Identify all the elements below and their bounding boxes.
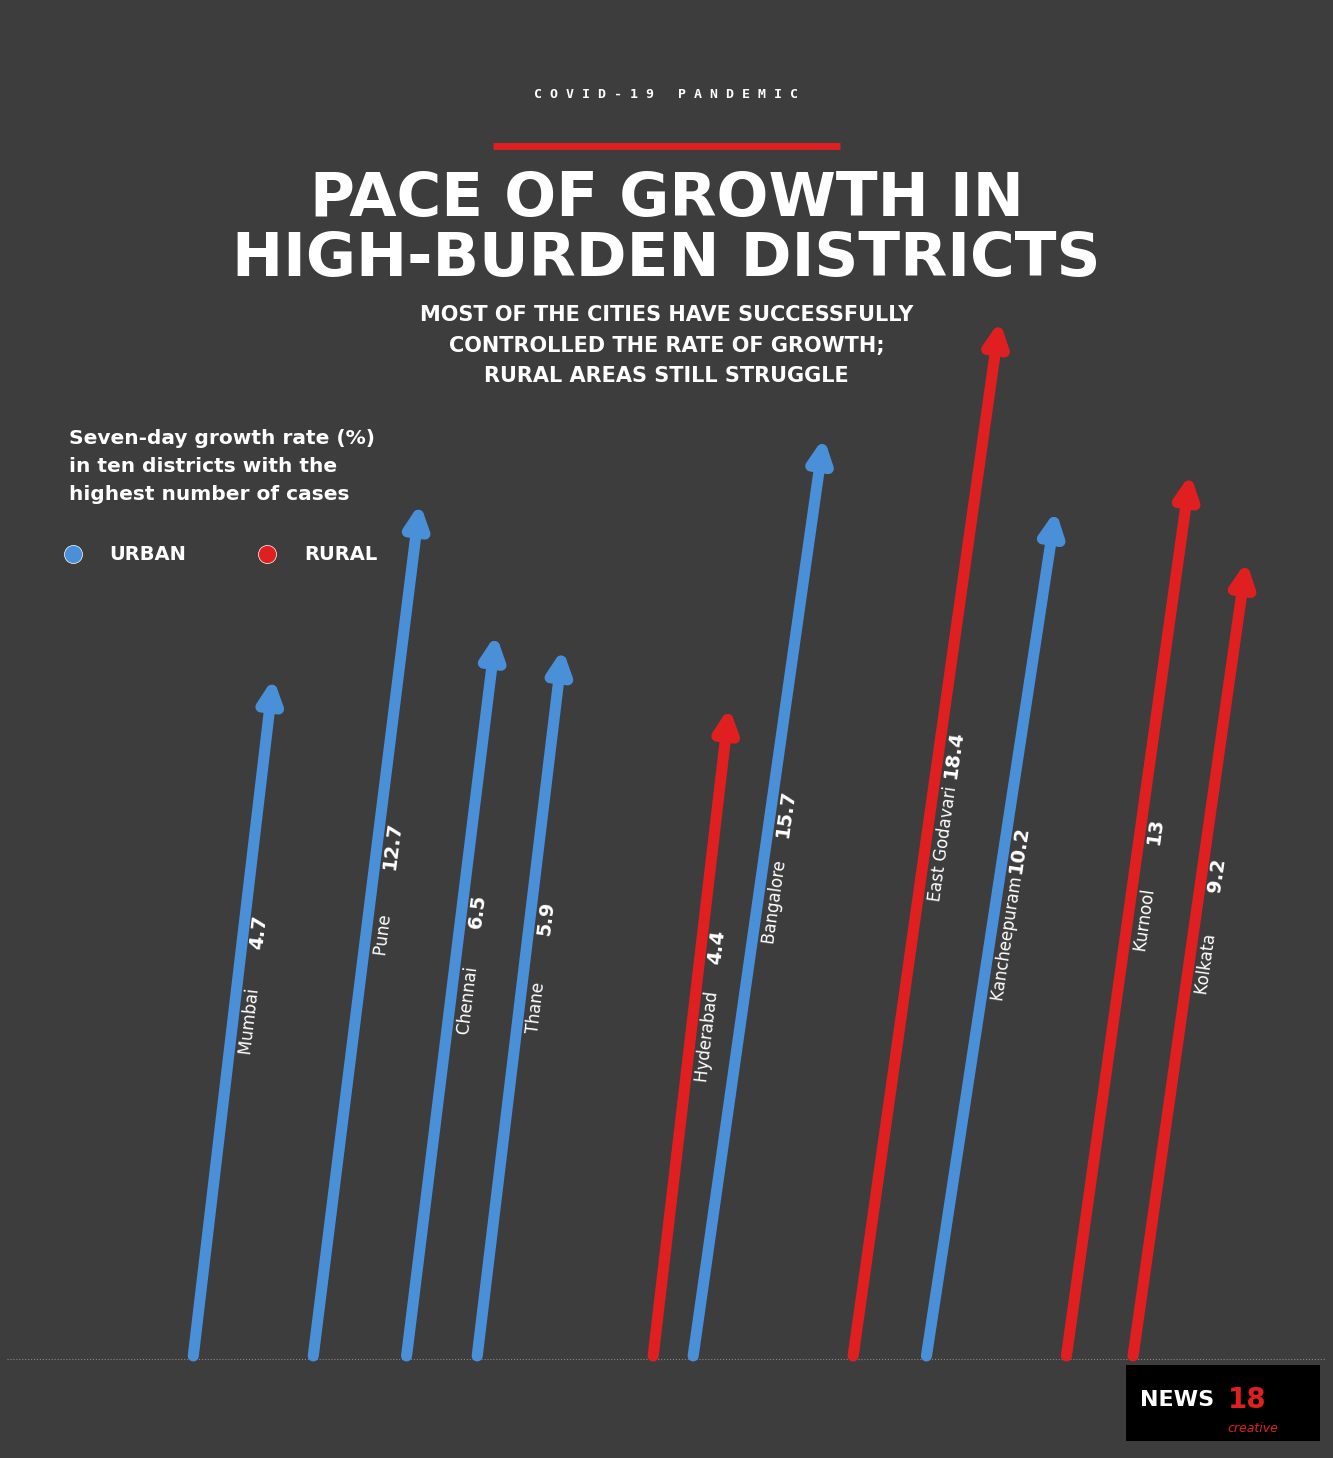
Text: 15.7: 15.7 [773, 787, 798, 838]
Text: Pune: Pune [372, 908, 396, 956]
Text: 4.4: 4.4 [705, 929, 728, 965]
Text: Chennai: Chennai [455, 961, 481, 1035]
Text: RURAL: RURAL [304, 544, 377, 564]
Text: 4.7: 4.7 [248, 914, 271, 951]
Text: Kurnool: Kurnool [1132, 884, 1158, 952]
Text: URBAN: URBAN [109, 544, 187, 564]
Text: Seven-day growth rate (%)
in ten districts with the
highest number of cases: Seven-day growth rate (%) in ten distric… [69, 429, 376, 504]
Text: Mumbai: Mumbai [237, 983, 264, 1056]
Text: creative: creative [1228, 1423, 1278, 1435]
Text: East Godavari: East Godavari [926, 780, 961, 903]
Text: 18.4: 18.4 [941, 729, 966, 780]
Text: PACE OF GROWTH IN: PACE OF GROWTH IN [309, 171, 1024, 229]
FancyBboxPatch shape [1126, 1365, 1320, 1441]
Text: CONTROLLED THE RATE OF GROWTH;: CONTROLLED THE RATE OF GROWTH; [449, 335, 884, 356]
Text: Kancheepuram: Kancheepuram [989, 870, 1026, 1002]
Text: 13: 13 [1144, 816, 1166, 846]
Text: MOST OF THE CITIES HAVE SUCCESSFULLY: MOST OF THE CITIES HAVE SUCCESSFULLY [420, 305, 913, 325]
Text: C O V I D - 1 9   P A N D E M I C: C O V I D - 1 9 P A N D E M I C [535, 89, 798, 101]
Text: Kolkata: Kolkata [1193, 927, 1220, 996]
Text: 10.2: 10.2 [1006, 825, 1032, 875]
Text: Hyderabad: Hyderabad [693, 986, 722, 1083]
Text: 9.2: 9.2 [1205, 856, 1229, 894]
Text: RURAL AREAS STILL STRUGGLE: RURAL AREAS STILL STRUGGLE [484, 366, 849, 386]
Text: 12.7: 12.7 [380, 821, 405, 870]
Text: 18: 18 [1228, 1385, 1266, 1414]
Text: Thane: Thane [524, 975, 549, 1034]
Text: HIGH-BURDEN DISTRICTS: HIGH-BURDEN DISTRICTS [232, 230, 1101, 289]
Text: 5.9: 5.9 [535, 900, 557, 936]
Text: 6.5: 6.5 [465, 892, 489, 929]
Text: Bangalore: Bangalore [760, 854, 790, 945]
Text: NEWS: NEWS [1140, 1389, 1214, 1410]
